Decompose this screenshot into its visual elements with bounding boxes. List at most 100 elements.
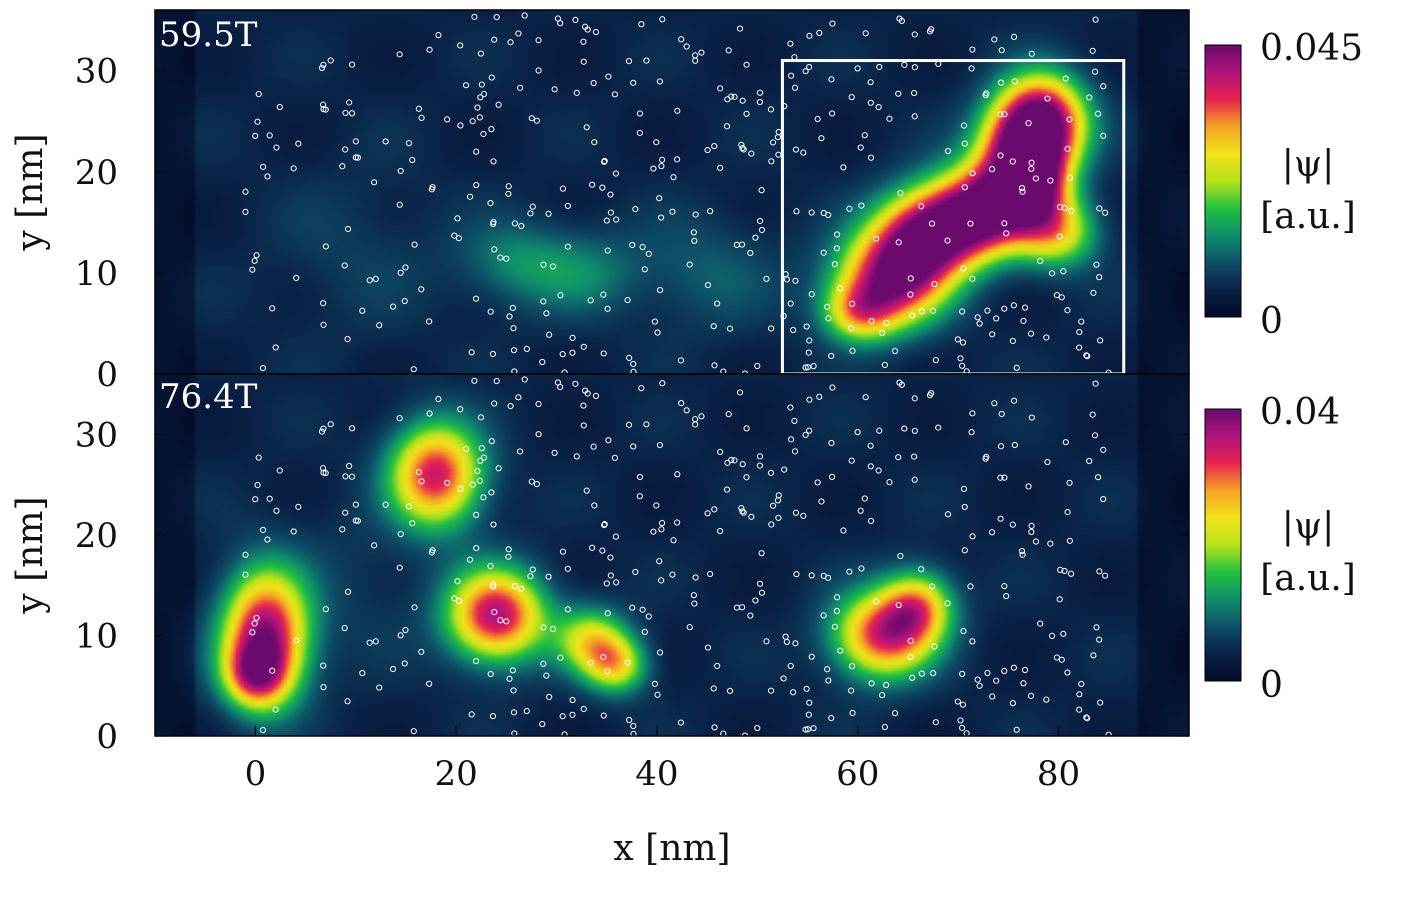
impurity-marker — [674, 107, 681, 114]
impurity-marker — [580, 38, 587, 45]
impurity-marker — [612, 170, 620, 177]
impurity-marker — [704, 510, 711, 517]
impurity-marker — [426, 46, 433, 53]
impurity-marker — [997, 79, 1005, 86]
impurity-marker — [911, 89, 918, 97]
impurity-marker — [1061, 204, 1068, 212]
impurity-marker — [653, 139, 660, 146]
impurity-marker — [686, 261, 693, 268]
impurity-marker — [895, 239, 902, 246]
impurity-marker — [402, 264, 409, 271]
impurity-marker — [1009, 158, 1016, 165]
impurity-marker — [320, 425, 327, 432]
impurity-marker — [897, 552, 904, 560]
impurity-marker — [1083, 714, 1090, 721]
impurity-marker — [342, 509, 349, 516]
impurity-marker — [654, 329, 661, 336]
impurity-marker — [717, 85, 724, 92]
impurity-marker — [808, 291, 815, 298]
impurity-marker — [928, 220, 936, 227]
impurity-marker — [752, 597, 759, 604]
impurity-marker — [752, 234, 759, 241]
impurity-marker — [587, 659, 594, 666]
impurity-marker — [656, 195, 663, 202]
impurity-marker — [650, 165, 657, 172]
impurity-marker — [376, 322, 383, 329]
impurity-marker — [928, 26, 935, 33]
impurity-marker — [1048, 632, 1056, 639]
impurity-marker — [1047, 540, 1054, 547]
impurity-marker — [783, 638, 790, 645]
y-tick-label: 10 — [75, 616, 118, 656]
impurity-marker — [723, 123, 731, 130]
impurity-marker — [540, 298, 547, 305]
impurity-marker — [725, 411, 732, 418]
impurity-marker — [825, 211, 832, 219]
impurity-marker — [1009, 337, 1017, 345]
impurity-marker — [1027, 330, 1035, 337]
impurity-marker — [867, 154, 875, 161]
impurity-marker — [396, 564, 403, 571]
impurity-marker — [600, 291, 607, 298]
colorbar-bottom-gradient — [1204, 408, 1242, 682]
impurity-marker — [457, 485, 464, 492]
impurity-marker — [931, 280, 938, 288]
impurity-marker — [831, 623, 838, 630]
impurity-marker — [473, 181, 480, 189]
impurity-marker — [1064, 669, 1071, 676]
impurity-marker — [1037, 620, 1044, 627]
impurity-marker — [569, 334, 576, 341]
impurity-marker — [690, 592, 697, 599]
impurity-marker — [592, 28, 600, 36]
impurity-marker — [1078, 680, 1085, 688]
impurity-marker — [521, 376, 528, 383]
impurity-marker — [607, 554, 614, 561]
impurity-marker — [658, 214, 665, 221]
impurity-marker — [255, 454, 262, 461]
impurity-marker — [488, 438, 495, 445]
impurity-marker — [1105, 731, 1112, 736]
impurity-marker — [1028, 50, 1035, 57]
impurity-marker — [582, 23, 589, 30]
impurity-marker — [293, 637, 300, 644]
impurity-marker — [573, 453, 580, 460]
impurity-marker — [583, 124, 590, 131]
impurity-marker — [352, 154, 359, 161]
colorbar-top: 0.045 0 |ψ| [a.u.] — [1204, 28, 1363, 342]
impurity-marker — [272, 706, 279, 713]
impurity-marker — [489, 712, 497, 720]
impurity-marker — [318, 428, 326, 435]
impurity-marker — [754, 362, 761, 370]
impurity-marker — [418, 648, 425, 655]
impurity-marker — [974, 314, 981, 321]
impurity-marker — [998, 410, 1005, 418]
impurity-marker — [767, 687, 775, 694]
impurity-marker — [1091, 432, 1099, 439]
impurity-marker — [344, 698, 351, 705]
impurity-marker — [402, 626, 409, 634]
impurity-marker — [698, 49, 705, 56]
impurity-marker — [242, 188, 249, 195]
impurity-marker — [969, 46, 976, 53]
impurity-marker — [242, 551, 249, 558]
impurity-marker — [435, 32, 442, 39]
impurity-marker — [462, 82, 470, 89]
impurity-marker — [1092, 16, 1099, 23]
impurity-marker — [967, 583, 974, 590]
impurity-marker — [477, 457, 484, 464]
impurity-marker — [969, 170, 976, 177]
impurity-marker — [389, 303, 397, 310]
impurity-marker — [858, 565, 865, 572]
impurity-marker — [509, 667, 516, 674]
impurity-marker — [928, 583, 936, 590]
impurity-marker — [743, 474, 750, 481]
impurity-marker — [546, 693, 553, 701]
impurity-marker — [429, 184, 436, 191]
impurity-marker — [1013, 726, 1020, 733]
impurity-marker — [911, 395, 918, 402]
impurity-marker — [982, 92, 989, 99]
impurity-marker — [429, 547, 436, 554]
impurity-marker — [290, 165, 297, 172]
impurity-marker — [804, 364, 811, 371]
impurity-marker — [493, 377, 500, 385]
